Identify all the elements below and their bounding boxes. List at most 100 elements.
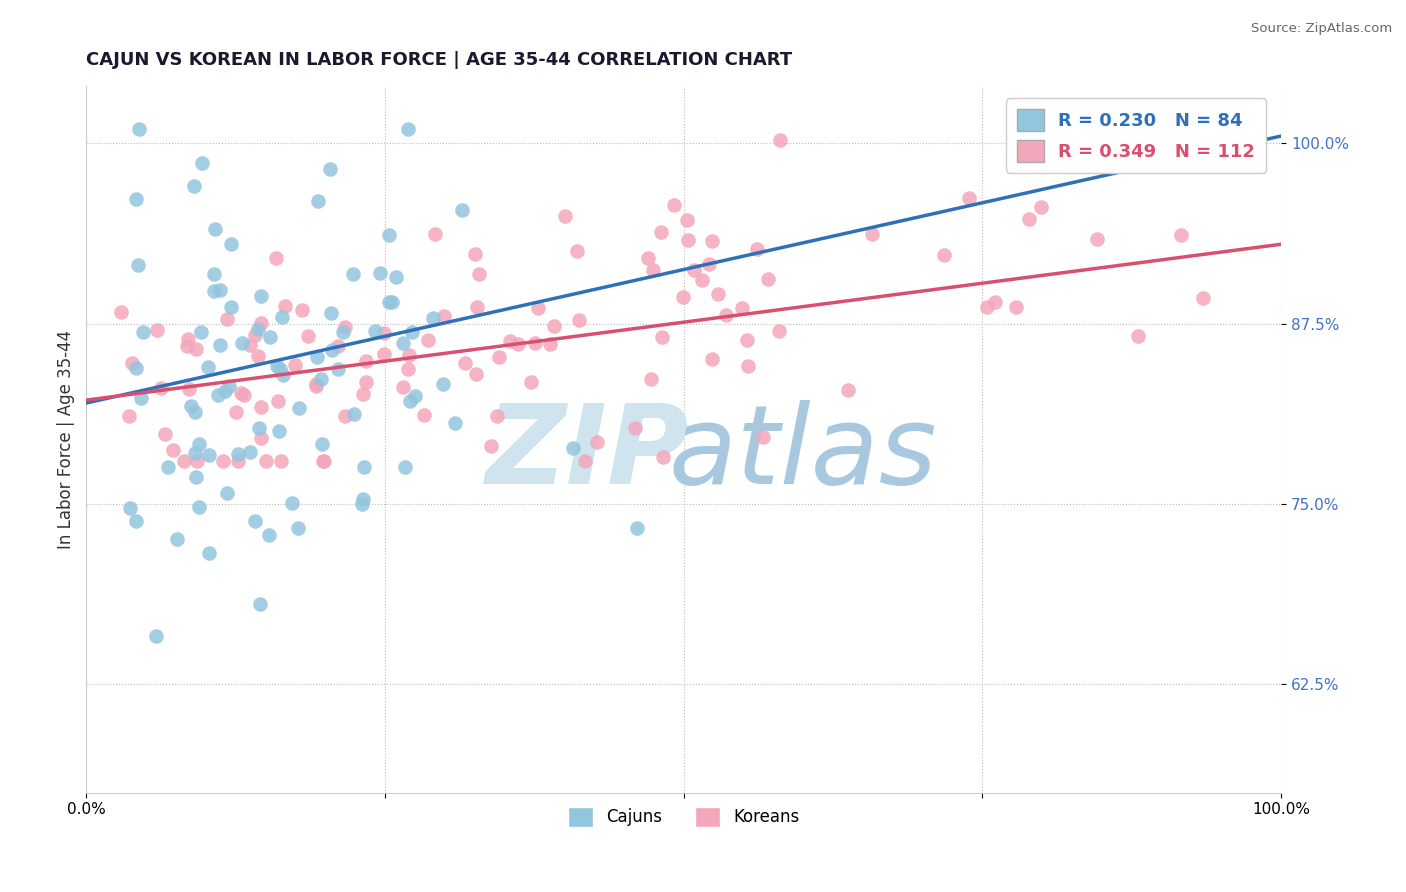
- Point: [398, 347, 420, 361]
- Point: [565, 244, 588, 258]
- Point: [128, 121, 150, 136]
- Point: [307, 194, 329, 208]
- Point: [451, 203, 474, 218]
- Point: [672, 291, 695, 305]
- Point: [270, 310, 292, 324]
- Point: [444, 416, 467, 430]
- Point: [250, 316, 273, 330]
- Point: [650, 225, 672, 239]
- Point: [267, 394, 290, 409]
- Point: [176, 339, 198, 353]
- Point: [333, 409, 356, 423]
- Point: [118, 501, 141, 516]
- Point: [183, 178, 205, 193]
- Point: [274, 298, 297, 312]
- Point: [637, 252, 659, 266]
- Point: [432, 377, 454, 392]
- Point: [752, 430, 775, 444]
- Point: [354, 376, 377, 390]
- Point: [204, 221, 226, 235]
- Point: [110, 304, 132, 318]
- Point: [860, 227, 883, 241]
- Point: [488, 350, 510, 364]
- Point: [464, 247, 486, 261]
- Point: [735, 333, 758, 347]
- Point: [418, 333, 440, 347]
- Point: [377, 295, 399, 310]
- Point: [202, 284, 225, 298]
- Point: [396, 361, 419, 376]
- Point: [284, 359, 307, 373]
- Point: [305, 377, 328, 392]
- Point: [257, 528, 280, 542]
- Point: [314, 454, 336, 468]
- Point: [352, 492, 374, 507]
- Point: [264, 251, 287, 265]
- Point: [984, 294, 1007, 309]
- Point: [226, 447, 249, 461]
- Point: [392, 335, 415, 350]
- Point: [118, 409, 141, 423]
- Point: [405, 389, 427, 403]
- Point: [523, 336, 546, 351]
- Point: [166, 532, 188, 546]
- Point: [149, 381, 172, 395]
- Point: [385, 270, 408, 285]
- Point: [391, 380, 413, 394]
- Point: [321, 343, 343, 357]
- Point: [353, 459, 375, 474]
- Point: [180, 399, 202, 413]
- Point: [157, 460, 180, 475]
- Point: [561, 441, 583, 455]
- Point: [354, 354, 377, 368]
- Point: [574, 454, 596, 468]
- Point: [676, 234, 699, 248]
- Point: [651, 450, 673, 465]
- Point: [467, 267, 489, 281]
- Point: [328, 361, 350, 376]
- Point: [188, 500, 211, 514]
- Point: [714, 308, 737, 322]
- Point: [373, 326, 395, 340]
- Point: [219, 237, 242, 252]
- Point: [465, 367, 488, 381]
- Point: [202, 267, 225, 281]
- Point: [737, 359, 759, 374]
- Point: [191, 155, 214, 169]
- Point: [676, 213, 699, 227]
- Point: [269, 361, 291, 376]
- Y-axis label: In Labor Force | Age 35-44: In Labor Force | Age 35-44: [58, 329, 75, 549]
- Point: [626, 521, 648, 535]
- Point: [121, 356, 143, 370]
- Point: [1018, 212, 1040, 227]
- Point: [585, 434, 607, 449]
- Point: [312, 454, 335, 468]
- Point: [398, 393, 420, 408]
- Point: [290, 303, 312, 318]
- Point: [250, 431, 273, 445]
- Point: [177, 332, 200, 346]
- Point: [333, 320, 356, 334]
- Point: [651, 330, 673, 344]
- Point: [269, 424, 291, 438]
- Point: [485, 409, 508, 424]
- Point: [271, 368, 294, 383]
- Point: [479, 439, 502, 453]
- Point: [162, 442, 184, 457]
- Point: [198, 448, 221, 462]
- Point: [373, 347, 395, 361]
- Point: [364, 324, 387, 338]
- Legend: Cajuns, Koreans: Cajuns, Koreans: [561, 800, 807, 834]
- Point: [976, 301, 998, 315]
- Point: [433, 310, 456, 324]
- Point: [454, 356, 477, 370]
- Point: [499, 334, 522, 348]
- Point: [288, 401, 311, 415]
- Point: [187, 437, 209, 451]
- Point: [662, 198, 685, 212]
- Point: [568, 313, 591, 327]
- Point: [527, 301, 550, 315]
- Point: [173, 454, 195, 468]
- Point: [422, 310, 444, 325]
- Point: [186, 454, 208, 468]
